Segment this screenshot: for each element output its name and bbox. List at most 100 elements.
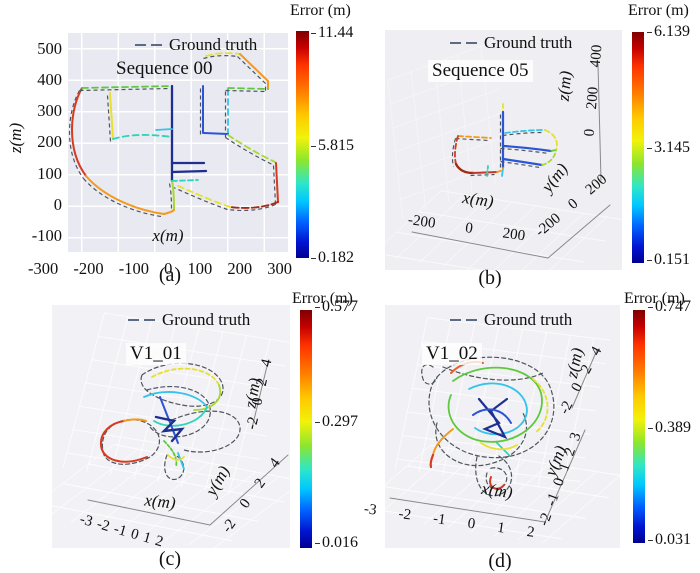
- green-tail: [163, 440, 178, 468]
- y-axis-line: [209, 454, 289, 526]
- yellowgreen-right-arc: [193, 384, 221, 411]
- trajectory-layer-a: [68, 52, 279, 218]
- cross-street-2: [170, 169, 208, 174]
- gt-left-small-loop: [421, 364, 438, 385]
- gt-outer-loop: [428, 356, 555, 459]
- legend-b: Ground truth: [450, 33, 572, 53]
- z-axis-line: [571, 349, 598, 409]
- tick-label: 0: [128, 525, 141, 544]
- legend-a: Ground truth: [135, 35, 257, 55]
- tick-label: -100: [118, 259, 149, 278]
- ground-truth-path: [502, 131, 543, 137]
- gt-small-circle: [485, 467, 508, 490]
- colorbar-min-a: 0.182: [311, 250, 354, 266]
- orange-join: [123, 418, 147, 422]
- tick-label: -300: [28, 259, 59, 278]
- yellow-mid-arc: [480, 442, 518, 451]
- prong-middle: [501, 144, 553, 153]
- ground-truth-path: [225, 89, 266, 93]
- loop-top: [457, 135, 492, 139]
- block-left: [109, 92, 114, 140]
- cluster-join: [163, 209, 175, 215]
- mid-teal-spur: [171, 179, 199, 182]
- blue-arc: [472, 408, 512, 424]
- left-arc-lower: [85, 175, 165, 215]
- stub-teal: [486, 165, 489, 177]
- tick-label: 0: [164, 259, 173, 278]
- green-loop: [447, 366, 543, 443]
- ground-truth-path: [203, 55, 238, 60]
- plot-title-c: V1_01: [126, 343, 186, 365]
- ground-truth-path: [237, 56, 267, 92]
- legend-label: Ground truth: [484, 33, 573, 52]
- trajectory-layer-b: [411, 63, 611, 259]
- loop-corner: [454, 162, 475, 175]
- colorbar-d: Error (m) 0.747 0.389 0.031: [624, 290, 700, 573]
- tick-label: -200: [73, 259, 104, 278]
- ground-truth-path: [68, 90, 84, 179]
- caption-d: (d): [488, 550, 512, 572]
- y-axis-label-a: z(m): [6, 122, 25, 154]
- ground-truth-path: [79, 87, 170, 92]
- loop-bottom: [472, 171, 498, 174]
- ground-truth-path: [470, 173, 495, 177]
- ground-truth-path: [173, 186, 228, 211]
- right-diagonal: [227, 134, 276, 163]
- colorbar-max-b: 6.139: [647, 24, 690, 40]
- ground-truth-dash-icon: [450, 318, 477, 322]
- caption-a: (a): [158, 264, 182, 286]
- tick-label: 300: [267, 259, 292, 278]
- top-right-diagonal: [239, 53, 269, 90]
- colorbar-c: Error (m) 0.577 0.297 0.016: [292, 290, 358, 573]
- tick-label: -100: [31, 225, 62, 245]
- x-axis-line: [87, 499, 211, 526]
- trajectory-plot-c: [87, 361, 289, 526]
- panel-d: -3 -2 -1 0 1 2 -2 -1 0 1 2 3 -2 0 2 4 x(m) y(m) z(m) …: [350, 285, 700, 573]
- ground-truth-path: [225, 137, 273, 166]
- plot-title-a: Sequence 00: [116, 58, 213, 79]
- y-axis-line: [547, 204, 611, 259]
- x-ticks-a: -300 -200 -100 0 100 200 300: [28, 259, 292, 279]
- z-axis-line: [597, 63, 602, 181]
- tick-label: 0: [236, 496, 255, 512]
- ground-truth-path: [83, 178, 162, 218]
- colorbar-gradient-c: [300, 310, 312, 548]
- colorbar-gradient-b: [632, 32, 644, 263]
- mid-vertical-yellow: [171, 180, 175, 211]
- tick-label: -1: [111, 521, 129, 540]
- ground-truth-dash-icon: [135, 43, 162, 47]
- tick-label: 1: [496, 519, 506, 537]
- panel-b: -200 0 200 -200 0 200 0 200 400 x(m) y(m) z(m)…: [350, 0, 700, 290]
- tick-label: -200: [406, 212, 437, 232]
- plot-title-b: Sequence 05: [428, 60, 533, 82]
- tick-label: 200: [37, 132, 62, 152]
- cyan-tail: [177, 452, 185, 470]
- colorbar-max-c: 0.577: [315, 299, 358, 315]
- gt-loop-4: [146, 386, 211, 438]
- tick-label: 0: [464, 220, 474, 238]
- red-left-loop: [99, 420, 148, 463]
- prong-bottom: [501, 157, 544, 167]
- colorbar-mid-d: 0.389: [648, 420, 691, 436]
- yellow-right-arc: [532, 378, 549, 434]
- tick-label: 100: [37, 163, 62, 183]
- ground-truth-path: [106, 95, 112, 142]
- cyan-arc: [143, 391, 208, 408]
- trajectory-plot-a: [68, 52, 279, 218]
- ground-truth-path: [500, 147, 549, 155]
- tick-label: 200: [583, 86, 602, 111]
- prong-bottom-end: [541, 149, 557, 166]
- tick-label: 1: [141, 529, 153, 547]
- loop-left: [454, 135, 459, 165]
- x-axis-label-a: x(m): [152, 226, 184, 245]
- gt-loop-2: [140, 362, 224, 407]
- tick-label: 200: [227, 259, 253, 278]
- block-top: [81, 85, 173, 89]
- tick-label: 100: [187, 259, 213, 278]
- legend-label: Ground truth: [169, 35, 258, 54]
- colorbar-min-c: 0.016: [315, 535, 358, 551]
- red-tail-tip: [429, 453, 435, 469]
- trajectory-layer-c: [87, 361, 289, 526]
- top-right-horizontal: [227, 87, 269, 90]
